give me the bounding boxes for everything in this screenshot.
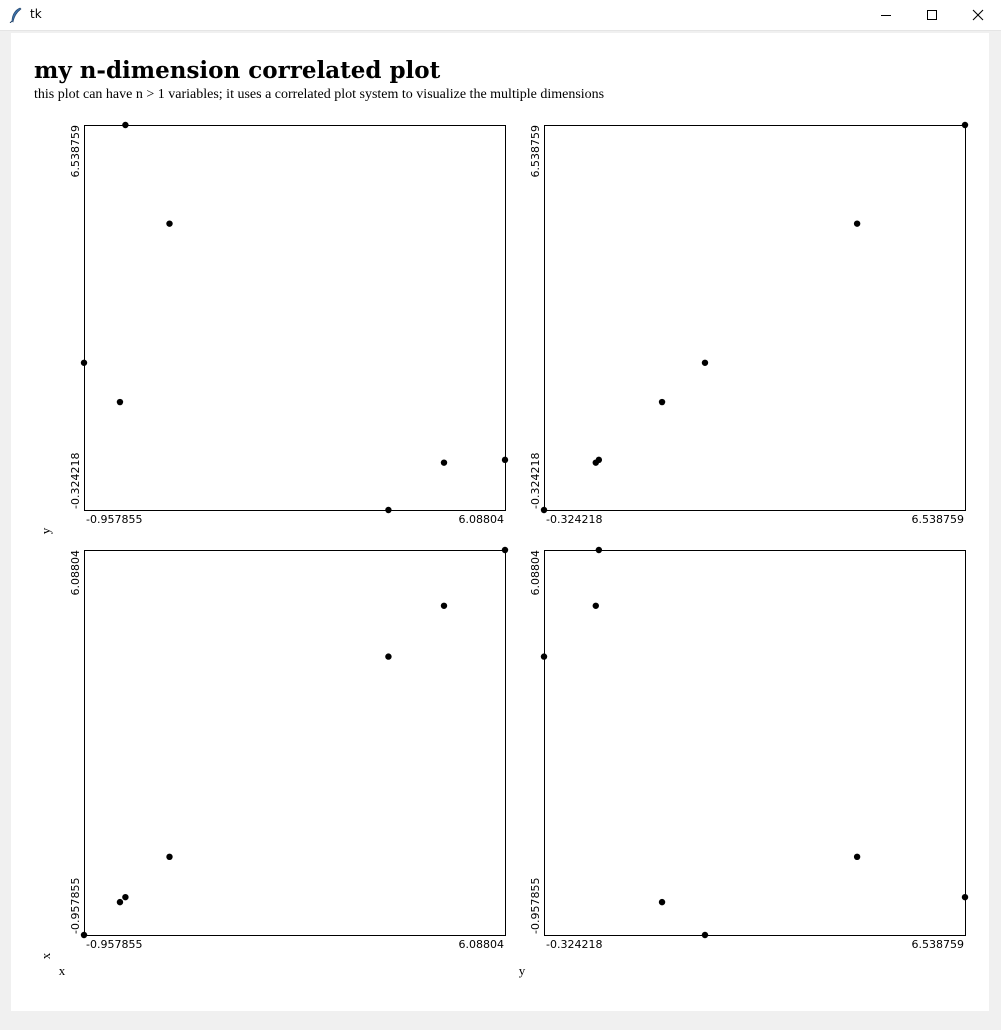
data-point [961, 893, 969, 901]
data-point [853, 853, 861, 861]
close-button[interactable] [955, 0, 1001, 30]
row-label: y [38, 527, 53, 534]
column-label: x [59, 963, 66, 978]
x-tick-label: -0.957855 [86, 513, 142, 526]
data-point [385, 506, 392, 514]
data-point [122, 893, 129, 901]
close-icon [972, 9, 984, 21]
data-point [501, 456, 509, 464]
x-tick-label: 6.538759 [912, 938, 965, 951]
minimize-button[interactable] [863, 0, 909, 30]
y-tick-label: 6.538759 [69, 125, 82, 178]
data-point [501, 546, 509, 554]
data-point [595, 546, 603, 554]
feather-icon [9, 7, 22, 23]
panel-frame [84, 550, 506, 936]
data-point [701, 931, 709, 939]
y-tick-label: -0.957855 [69, 878, 82, 934]
y-tick-label: 6.08804 [529, 550, 542, 596]
data-point [116, 398, 124, 406]
maximize-button[interactable] [909, 0, 955, 30]
data-point [853, 220, 861, 227]
panel-frame [544, 550, 966, 936]
page-subtitle: this plot can have n > 1 variables; it u… [34, 87, 605, 102]
page-title: my n-dimension correlated plot [34, 57, 441, 84]
window-titlebar: tk [0, 0, 1001, 31]
y-tick-label: 6.08804 [69, 550, 82, 596]
data-point [122, 121, 129, 129]
x-tick-label: -0.324218 [546, 513, 602, 526]
y-tick-label: -0.324218 [529, 453, 542, 509]
panel-frame [544, 125, 966, 511]
maximize-icon [927, 10, 937, 20]
column-label: y [519, 963, 526, 978]
row-label: x [38, 952, 53, 959]
x-tick-label: 6.08804 [459, 938, 505, 951]
y-tick-label: -0.957855 [529, 878, 542, 934]
data-point [80, 359, 88, 366]
data-point [540, 506, 548, 514]
data-point [701, 359, 709, 366]
x-tick-label: -0.957855 [86, 938, 142, 951]
data-point [385, 653, 392, 660]
panel-frame [84, 125, 506, 511]
data-point [166, 220, 173, 227]
minimize-icon [881, 15, 891, 16]
data-point [116, 898, 124, 906]
data-point [658, 398, 666, 406]
data-point [658, 898, 666, 906]
x-tick-label: 6.08804 [459, 513, 505, 526]
data-point [440, 459, 448, 466]
data-point [440, 602, 448, 609]
data-point [592, 602, 599, 609]
x-tick-label: -0.324218 [546, 938, 602, 951]
y-tick-label: -0.324218 [69, 453, 82, 509]
window-title: tk [30, 7, 42, 21]
data-point [166, 853, 173, 861]
data-point [961, 121, 969, 129]
y-tick-label: 6.538759 [529, 125, 542, 178]
data-point [540, 653, 548, 660]
x-tick-label: 6.538759 [912, 513, 965, 526]
data-point [80, 931, 88, 939]
data-point [595, 456, 603, 464]
